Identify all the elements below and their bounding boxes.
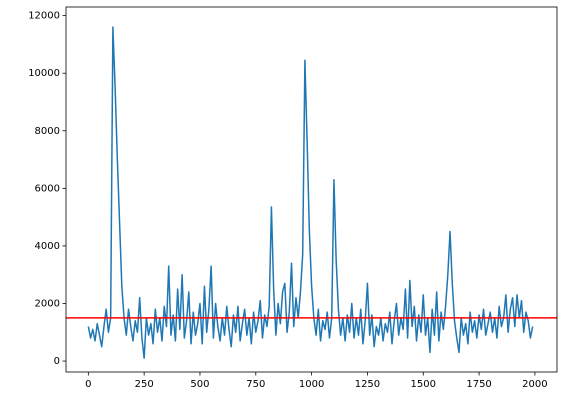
y-tick-label: 8000 [35,126,60,137]
y-tick-label: 2000 [35,298,60,309]
y-tick-label: 10000 [28,68,60,79]
x-tick-label: 750 [246,379,265,390]
x-tick-label: 2000 [522,379,547,390]
x-tick-label: 500 [190,379,209,390]
y-tick-label: 6000 [35,183,60,194]
y-tick-label: 12000 [28,11,60,22]
x-tick-label: 1250 [355,379,380,390]
y-tick-label: 4000 [35,241,60,252]
x-tick-label: 0 [85,379,91,390]
x-tick-label: 1000 [299,379,324,390]
x-tick-label: 1500 [411,379,436,390]
y-tick-label: 0 [54,356,60,367]
line-series [87,26,534,359]
x-tick-label: 1750 [466,379,491,390]
x-tick-label: 250 [135,379,154,390]
